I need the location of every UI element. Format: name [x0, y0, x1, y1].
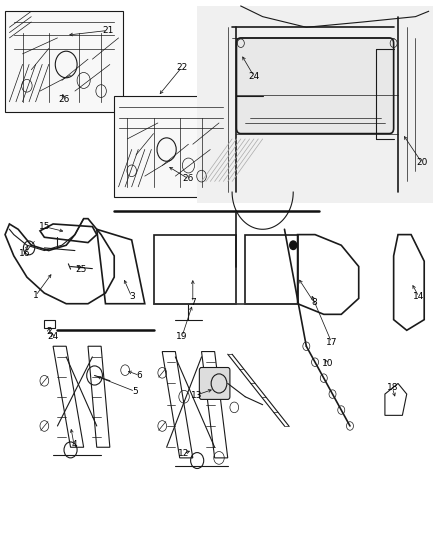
Text: 14: 14	[413, 292, 425, 301]
Text: 26: 26	[183, 174, 194, 183]
FancyBboxPatch shape	[237, 38, 394, 134]
Text: 12: 12	[177, 449, 189, 458]
Text: 26: 26	[58, 94, 70, 103]
FancyBboxPatch shape	[197, 6, 433, 203]
Text: 4: 4	[71, 440, 77, 449]
Circle shape	[290, 241, 297, 249]
Text: 21: 21	[102, 26, 113, 35]
Text: 20: 20	[417, 158, 428, 167]
Text: 22: 22	[176, 63, 187, 71]
Text: 3: 3	[129, 292, 134, 301]
Text: 24: 24	[248, 71, 260, 80]
FancyBboxPatch shape	[199, 368, 230, 399]
Text: 19: 19	[176, 332, 187, 341]
Text: 8: 8	[311, 298, 317, 307]
FancyBboxPatch shape	[114, 96, 228, 197]
Text: 24: 24	[47, 332, 59, 341]
Text: 25: 25	[75, 265, 86, 273]
Text: 7: 7	[190, 298, 196, 307]
Text: 5: 5	[132, 387, 138, 396]
Text: 6: 6	[137, 371, 142, 380]
Text: 16: 16	[19, 249, 31, 258]
Text: 10: 10	[321, 359, 333, 368]
FancyBboxPatch shape	[5, 11, 123, 112]
Text: 18: 18	[387, 383, 398, 392]
Text: 2: 2	[46, 327, 52, 336]
Text: 15: 15	[39, 222, 50, 231]
Text: 1: 1	[33, 291, 39, 300]
Text: 13: 13	[191, 391, 202, 400]
Text: 17: 17	[326, 338, 337, 347]
